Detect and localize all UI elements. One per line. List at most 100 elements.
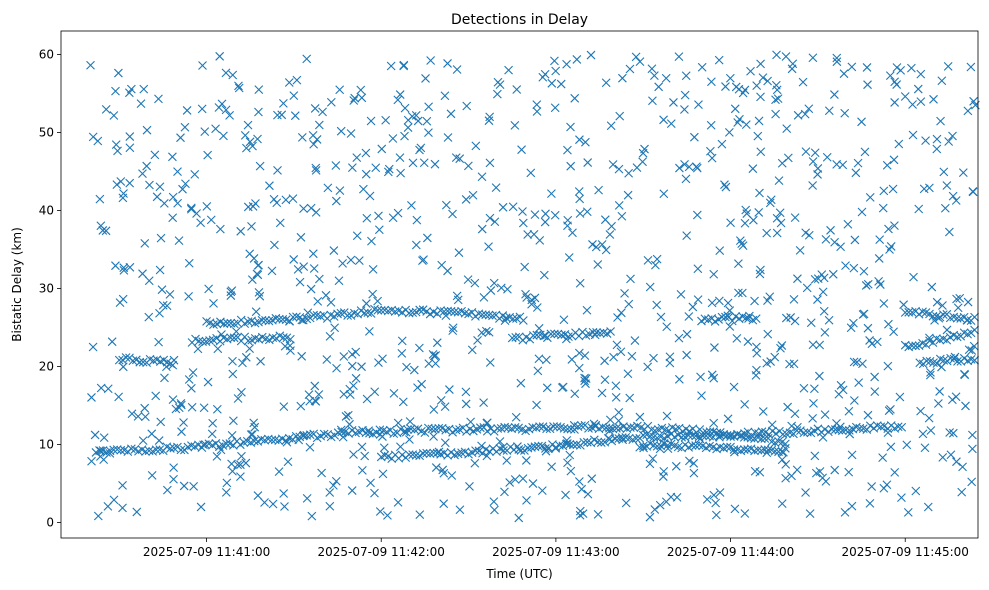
data-point-x-marker bbox=[297, 315, 307, 325]
data-point-x-marker bbox=[709, 490, 719, 500]
data-point-x-marker bbox=[682, 231, 692, 241]
data-point-x-marker bbox=[788, 59, 798, 69]
data-point-x-marker bbox=[144, 312, 154, 322]
data-point-x-marker bbox=[257, 315, 267, 325]
data-point-x-marker bbox=[434, 447, 444, 457]
data-point-x-marker bbox=[422, 233, 432, 243]
data-point-x-marker bbox=[237, 451, 246, 461]
data-point-x-marker bbox=[467, 345, 477, 355]
data-point-x-marker bbox=[285, 317, 294, 326]
data-point-x-marker bbox=[189, 482, 199, 491]
data-point-x-marker bbox=[339, 389, 349, 399]
data-point-x-marker bbox=[267, 435, 277, 445]
data-point-x-marker bbox=[227, 431, 237, 440]
data-point-x-marker bbox=[180, 122, 190, 132]
data-point-x-marker bbox=[296, 232, 306, 242]
data-point-x-marker bbox=[155, 308, 164, 318]
data-point-x-marker bbox=[709, 418, 719, 428]
data-point-x-marker bbox=[692, 210, 702, 220]
x-axis-label: Time (UTC) bbox=[485, 567, 552, 581]
data-point-x-marker bbox=[142, 125, 152, 135]
data-point-x-marker bbox=[350, 93, 360, 103]
data-point-x-marker bbox=[925, 183, 934, 193]
data-point-x-marker bbox=[932, 297, 942, 307]
data-point-x-marker bbox=[204, 284, 214, 294]
data-point-x-marker bbox=[821, 234, 831, 244]
data-point-x-marker bbox=[852, 357, 862, 367]
data-point-x-marker bbox=[743, 337, 753, 346]
data-point-x-marker bbox=[943, 62, 953, 71]
data-point-x-marker bbox=[451, 153, 461, 162]
data-point-x-marker bbox=[701, 431, 711, 441]
data-point-x-marker bbox=[857, 117, 866, 127]
data-point-x-marker bbox=[621, 498, 631, 508]
data-point-x-marker bbox=[292, 312, 301, 322]
data-point-x-marker bbox=[403, 123, 413, 132]
data-point-x-marker bbox=[236, 472, 245, 482]
data-point-x-marker bbox=[559, 423, 569, 433]
data-point-x-marker bbox=[758, 73, 768, 83]
data-point-x-marker bbox=[306, 284, 316, 294]
data-point-x-marker bbox=[490, 505, 499, 515]
data-point-x-marker bbox=[383, 306, 393, 316]
data-point-x-marker bbox=[250, 333, 260, 343]
data-point-x-marker bbox=[755, 188, 764, 198]
data-point-x-marker bbox=[570, 389, 580, 399]
data-point-x-marker bbox=[209, 299, 218, 308]
data-point-x-marker bbox=[291, 431, 301, 441]
data-point-x-marker bbox=[156, 417, 166, 427]
data-point-x-marker bbox=[692, 162, 701, 172]
data-point-x-marker bbox=[594, 185, 603, 195]
data-point-x-marker bbox=[347, 486, 357, 495]
data-point-x-marker bbox=[116, 177, 126, 186]
data-point-x-marker bbox=[219, 319, 229, 329]
data-point-x-marker bbox=[169, 474, 178, 484]
data-point-x-marker bbox=[758, 407, 768, 416]
data-point-x-marker bbox=[530, 210, 540, 219]
data-point-x-marker bbox=[546, 329, 556, 339]
data-point-x-marker bbox=[441, 311, 451, 320]
data-point-x-marker bbox=[669, 98, 678, 107]
data-point-x-marker bbox=[303, 308, 313, 318]
data-point-x-marker bbox=[951, 196, 961, 205]
data-point-x-marker bbox=[620, 288, 629, 298]
data-point-x-marker bbox=[551, 443, 561, 453]
data-point-x-marker bbox=[508, 202, 518, 212]
data-point-x-marker bbox=[114, 355, 124, 365]
data-point-x-marker bbox=[364, 327, 374, 336]
data-point-x-marker bbox=[278, 315, 288, 324]
data-point-x-marker bbox=[532, 107, 542, 116]
data-point-x-marker bbox=[900, 92, 910, 101]
data-point-x-marker bbox=[128, 356, 138, 366]
x-tick-label: 2025-07-09 11:41:00 bbox=[143, 545, 270, 559]
data-point-x-marker bbox=[766, 195, 776, 205]
data-point-x-marker bbox=[737, 239, 747, 249]
data-point-x-marker bbox=[282, 437, 292, 447]
data-point-x-marker bbox=[523, 443, 533, 453]
data-point-x-marker bbox=[112, 180, 122, 190]
data-point-x-marker bbox=[174, 236, 184, 246]
data-point-x-marker bbox=[253, 134, 262, 144]
data-point-x-marker bbox=[730, 104, 740, 114]
data-point-x-marker bbox=[178, 184, 187, 194]
data-point-x-marker bbox=[451, 425, 461, 435]
data-point-x-marker bbox=[222, 478, 232, 488]
data-point-x-marker bbox=[615, 111, 625, 121]
data-point-x-marker bbox=[378, 354, 387, 364]
data-point-x-marker bbox=[455, 154, 465, 164]
data-point-x-marker bbox=[849, 357, 859, 367]
data-point-x-marker bbox=[198, 61, 207, 70]
data-point-x-marker bbox=[709, 373, 719, 383]
data-point-x-marker bbox=[305, 396, 315, 406]
data-point-x-marker bbox=[655, 444, 665, 454]
data-point-x-marker bbox=[455, 505, 465, 515]
data-point-x-marker bbox=[854, 378, 864, 388]
data-point-x-marker bbox=[484, 327, 494, 337]
data-point-x-marker bbox=[583, 158, 593, 167]
data-point-x-marker bbox=[717, 139, 727, 149]
data-point-x-marker bbox=[417, 379, 427, 389]
data-point-x-marker bbox=[625, 64, 635, 74]
data-point-x-marker bbox=[419, 158, 429, 168]
data-point-x-marker bbox=[132, 507, 142, 517]
data-point-x-marker bbox=[401, 427, 411, 437]
